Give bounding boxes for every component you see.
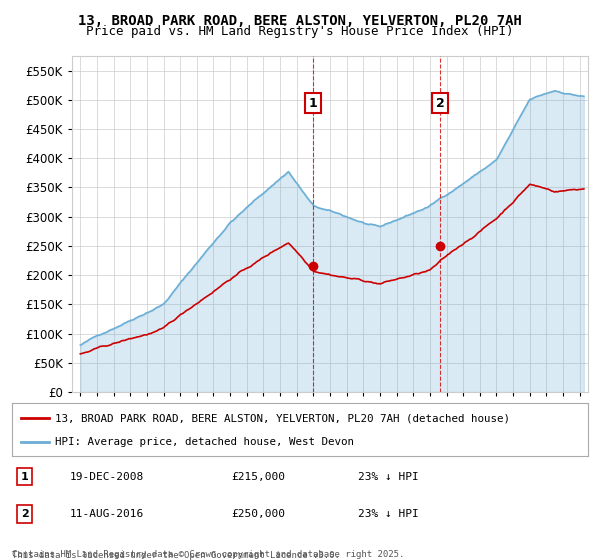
Text: 19-DEC-2008: 19-DEC-2008 [70,472,144,482]
Text: 23% ↓ HPI: 23% ↓ HPI [358,509,418,519]
Text: £250,000: £250,000 [231,509,285,519]
Text: 1: 1 [308,96,317,110]
Text: £215,000: £215,000 [231,472,285,482]
Text: 2: 2 [21,509,29,519]
Text: 1: 1 [21,472,29,482]
Text: This data is licensed under the Open Government Licence v3.0.: This data is licensed under the Open Gov… [12,551,340,560]
Text: Contains HM Land Registry data © Crown copyright and database right 2025.: Contains HM Land Registry data © Crown c… [12,550,404,559]
Text: 2: 2 [436,96,445,110]
Text: 23% ↓ HPI: 23% ↓ HPI [358,472,418,482]
Text: 13, BROAD PARK ROAD, BERE ALSTON, YELVERTON, PL20 7AH (detached house): 13, BROAD PARK ROAD, BERE ALSTON, YELVER… [55,413,510,423]
Text: 11-AUG-2016: 11-AUG-2016 [70,509,144,519]
Text: Price paid vs. HM Land Registry's House Price Index (HPI): Price paid vs. HM Land Registry's House … [86,25,514,38]
Text: HPI: Average price, detached house, West Devon: HPI: Average price, detached house, West… [55,436,354,446]
Text: 13, BROAD PARK ROAD, BERE ALSTON, YELVERTON, PL20 7AH: 13, BROAD PARK ROAD, BERE ALSTON, YELVER… [78,14,522,28]
